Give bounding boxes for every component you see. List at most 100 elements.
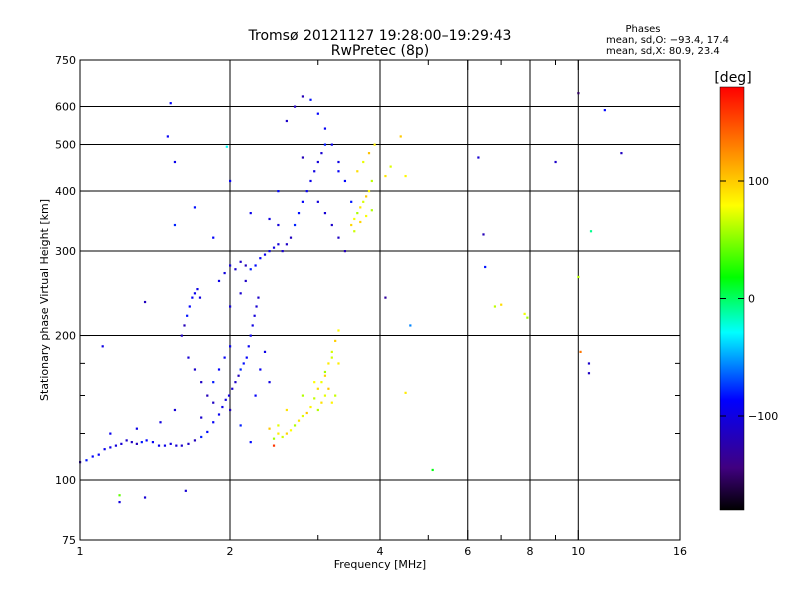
data-point-o — [301, 95, 305, 98]
data-point-o — [196, 288, 199, 291]
data-point-o — [173, 408, 177, 412]
data-point-o — [229, 345, 232, 348]
data-point-o — [85, 459, 88, 462]
data-point-o — [297, 212, 301, 215]
data-point-x — [277, 432, 280, 435]
x-tick-label: 4 — [377, 545, 384, 558]
data-point-x — [526, 316, 529, 319]
data-point-o — [244, 279, 247, 283]
data-point-o — [309, 98, 312, 101]
colorbar-ticks: 100 0 −100 — [720, 175, 778, 423]
data-point-o — [272, 246, 276, 249]
data-point-o — [109, 446, 112, 449]
data-point-x — [323, 370, 327, 374]
data-point-o — [200, 416, 203, 419]
data-point-o — [229, 179, 232, 183]
data-point-o — [114, 444, 118, 447]
data-point-o — [587, 362, 591, 365]
data-point-o — [323, 212, 327, 215]
data-point-o — [255, 305, 258, 308]
data-point-o — [313, 170, 316, 173]
data-point-o — [234, 381, 237, 384]
data-point-o — [227, 394, 231, 397]
data-point-o — [289, 236, 293, 239]
data-point-o — [206, 430, 209, 434]
data-point-x — [285, 432, 288, 435]
data-point-o — [223, 356, 226, 359]
x-tick-label: 2 — [227, 545, 234, 558]
data-point-o — [337, 170, 340, 173]
data-point-o — [143, 300, 147, 304]
data-point-x — [365, 195, 368, 198]
data-point-o — [554, 160, 557, 164]
data-point-o — [247, 345, 250, 348]
data-point-o — [212, 421, 215, 424]
data-point-o — [135, 442, 138, 445]
data-point-x — [399, 135, 402, 138]
data-point-o — [301, 156, 305, 159]
data-point-o — [268, 217, 271, 221]
y-tick-label: 200 — [55, 330, 76, 343]
data-point-o — [268, 381, 271, 384]
y-tick-label: 600 — [55, 101, 76, 114]
colorbar-label: [deg] — [714, 70, 751, 86]
data-point-o — [337, 236, 340, 239]
data-point-o — [323, 143, 327, 146]
data-point-other — [579, 350, 582, 353]
data-point-x — [353, 217, 356, 221]
y-axis-label: Stationary phase Virtual Height [km] — [38, 199, 51, 401]
data-point-o — [206, 394, 209, 397]
data-point-o — [187, 442, 190, 445]
y-tick-label: 400 — [55, 185, 76, 198]
data-point-o — [91, 455, 94, 458]
data-point-o — [316, 160, 319, 164]
data-point-o — [217, 413, 221, 416]
data-point-o — [191, 296, 194, 299]
data-point-o — [212, 236, 215, 239]
data-point-x — [384, 174, 387, 178]
data-point-o — [293, 105, 297, 108]
data-point-o — [180, 444, 183, 447]
data-point-x — [313, 381, 316, 384]
data-point-x — [316, 408, 319, 412]
data-point-o — [217, 368, 221, 371]
data-point-o — [343, 250, 347, 253]
data-point-o — [187, 356, 190, 359]
data-point-o — [120, 442, 123, 445]
data-points — [79, 92, 623, 504]
data-point-o — [330, 223, 333, 227]
data-point-o — [217, 279, 221, 283]
data-point-o — [244, 264, 247, 267]
data-point-o — [277, 223, 280, 227]
x-axis-label: Frequency [MHz] — [334, 558, 426, 571]
data-point-o — [301, 200, 305, 203]
data-point-o — [166, 135, 169, 138]
data-point-o — [242, 362, 245, 365]
data-point-x — [359, 206, 362, 209]
data-point-o — [277, 243, 280, 246]
chart-subtitle: RwPretec (8p) — [331, 43, 429, 59]
data-point-o — [249, 441, 252, 444]
data-point-o — [254, 394, 257, 397]
data-point-o — [350, 200, 353, 203]
data-point-x — [337, 362, 340, 365]
data-point-x — [389, 165, 392, 168]
data-point-x — [359, 220, 362, 224]
data-point-x — [281, 435, 284, 439]
data-point-x — [327, 387, 330, 390]
data-point-o — [249, 212, 252, 215]
data-point-o — [151, 441, 155, 444]
colorbar: [deg] 100 0 −100 — [714, 70, 778, 511]
data-point-x — [353, 230, 356, 233]
data-point-o — [231, 387, 234, 390]
data-point-o — [249, 334, 252, 337]
data-point-x — [365, 214, 368, 218]
y-tick-label: 500 — [55, 139, 76, 152]
chart-title: Tromsø 20121127 19:28:00–19:29:43 — [248, 28, 512, 44]
data-point-x — [320, 381, 323, 384]
data-point-o — [229, 408, 232, 412]
data-point-x — [301, 414, 305, 418]
data-point-o — [101, 345, 104, 348]
data-point-o — [477, 156, 480, 159]
data-point-o — [482, 233, 485, 236]
